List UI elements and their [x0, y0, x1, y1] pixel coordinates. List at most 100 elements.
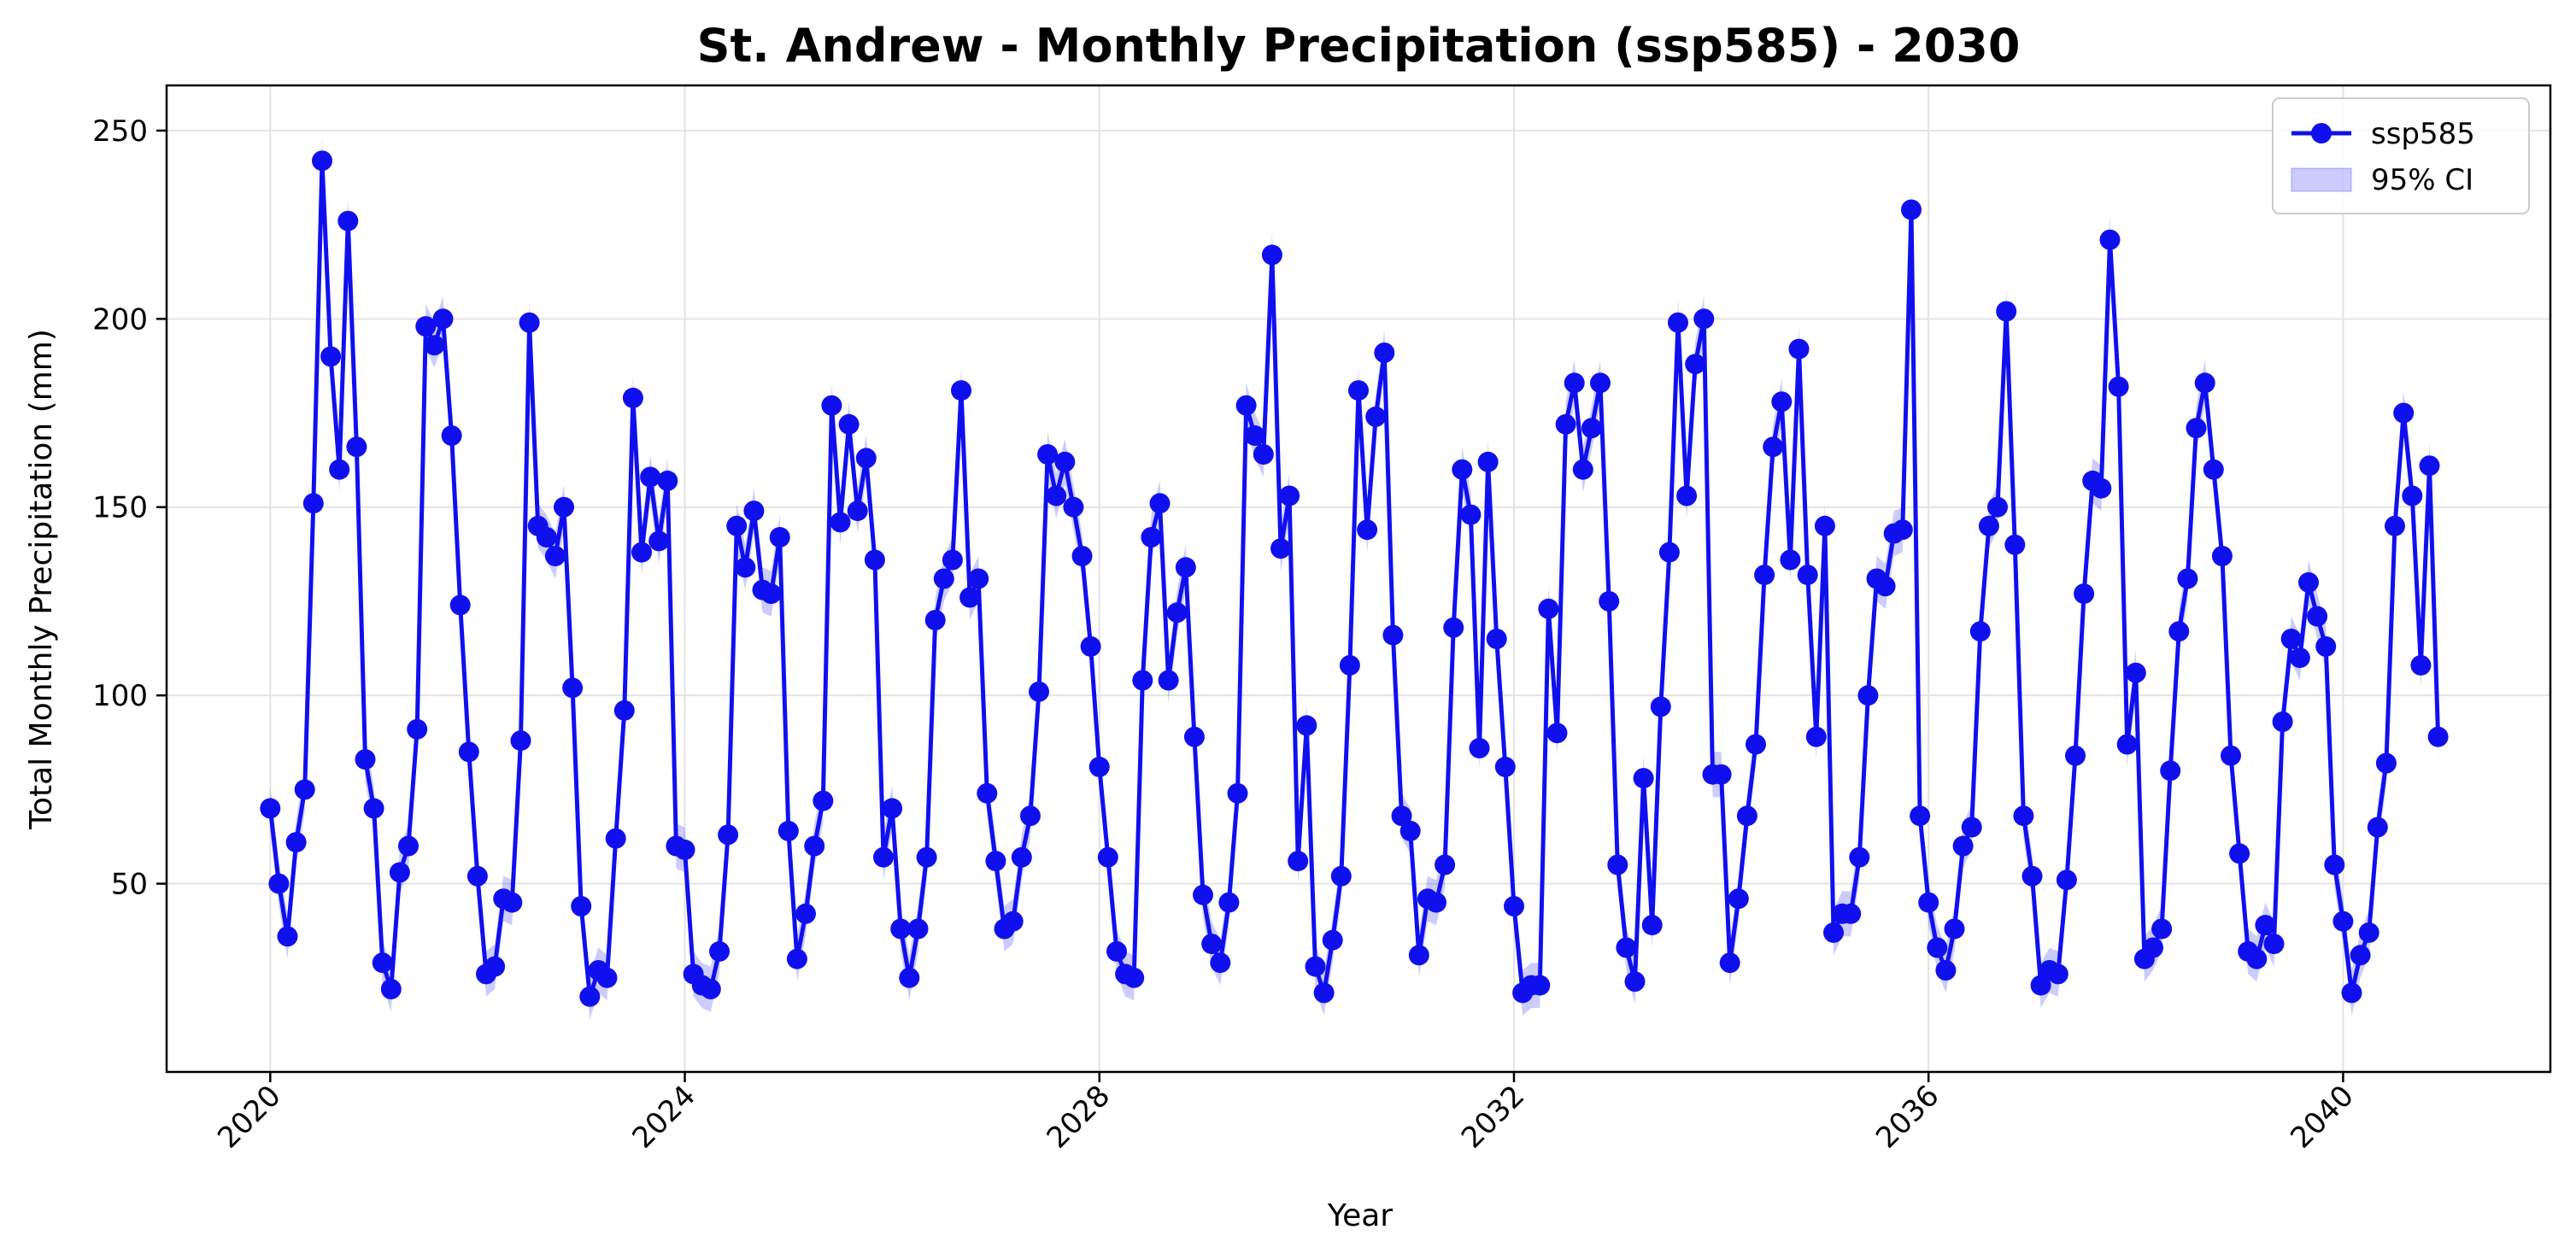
- data-point: [510, 730, 531, 752]
- data-point: [1452, 459, 1473, 480]
- data-point: [536, 527, 557, 548]
- data-point: [1443, 617, 1464, 638]
- data-point: [959, 587, 981, 608]
- data-point: [1399, 820, 1421, 841]
- data-point: [1183, 726, 1205, 747]
- data-point: [571, 896, 592, 916]
- data-point: [2367, 817, 2388, 838]
- data-point: [329, 459, 350, 480]
- data-point: [1201, 934, 1223, 955]
- data-point: [985, 851, 1006, 872]
- data-point: [294, 779, 315, 800]
- data-point: [407, 718, 428, 740]
- data-point: [977, 782, 998, 804]
- data-point: [2315, 635, 2337, 657]
- data-point: [631, 542, 652, 563]
- data-point: [260, 798, 281, 819]
- data-point: [855, 448, 877, 469]
- data-point: [554, 496, 574, 518]
- data-point: [1668, 312, 1688, 333]
- data-point: [2280, 629, 2302, 649]
- data-point: [2013, 805, 2034, 827]
- data-point: [1875, 576, 1896, 597]
- data-point: [415, 316, 437, 337]
- data-point: [1944, 918, 1965, 940]
- data-point: [2108, 376, 2129, 397]
- data-point: [2332, 911, 2354, 932]
- data-point: [1599, 591, 1620, 612]
- data-point: [1788, 338, 1810, 360]
- data-point: [355, 749, 376, 770]
- data-point: [890, 918, 912, 940]
- data-point: [882, 798, 903, 819]
- data-point: [1426, 892, 1446, 913]
- data-point: [2427, 726, 2449, 747]
- legend-band-label: 95% CI: [2371, 163, 2473, 197]
- data-point: [924, 610, 946, 630]
- data-point: [2229, 843, 2250, 864]
- data-point: [1494, 756, 1516, 777]
- data-point: [1996, 301, 2017, 322]
- data-point: [2385, 515, 2405, 536]
- data-point: [1357, 519, 1378, 541]
- data-point: [337, 210, 359, 231]
- plot-frame: [165, 84, 2552, 1074]
- data-point: [933, 568, 954, 589]
- data-point: [2341, 982, 2362, 1004]
- data-point: [1581, 418, 1602, 439]
- data-point: [1797, 565, 1818, 586]
- series-line: [267, 158, 2441, 999]
- legend: ssp585 95% CI: [2272, 97, 2530, 214]
- data-point: [1771, 391, 1793, 413]
- data-point: [1011, 846, 1032, 868]
- data-point: [2091, 477, 2112, 499]
- data-point: [1504, 896, 1524, 916]
- data-point: [916, 846, 937, 868]
- data-point: [2056, 870, 2077, 891]
- data-point: [1624, 971, 1646, 993]
- data-point: [1736, 805, 1757, 827]
- data-point: [1987, 496, 2008, 518]
- data-point: [2246, 948, 2268, 969]
- data-point: [1193, 884, 1213, 905]
- data-point: [544, 546, 566, 566]
- data-point: [346, 436, 367, 458]
- data-point: [1754, 565, 1775, 586]
- data-point: [2160, 760, 2181, 782]
- data-point: [640, 466, 661, 488]
- legend-box: [2272, 97, 2530, 214]
- data-point: [899, 967, 920, 988]
- data-point: [2203, 459, 2224, 480]
- data-point: [605, 828, 626, 849]
- data-point: [2375, 752, 2397, 774]
- data-point: [1365, 406, 1387, 427]
- data-point: [2402, 485, 2423, 507]
- data-point: [1348, 380, 1369, 401]
- y-axis-label: Total Monthly Precipitation (mm): [24, 329, 59, 830]
- data-point: [2272, 711, 2293, 732]
- data-point: [320, 346, 342, 367]
- data-point: [2065, 745, 2086, 766]
- data-point: [1633, 768, 1654, 789]
- data-point: [380, 979, 402, 999]
- data-point: [1910, 805, 1931, 827]
- data-point: [441, 425, 462, 446]
- data-point: [2350, 945, 2371, 966]
- data-point: [1210, 952, 1231, 974]
- series-line-layer: [267, 158, 2441, 999]
- data-point: [2419, 455, 2440, 477]
- data-point: [864, 549, 885, 571]
- data-point: [1253, 444, 1274, 465]
- data-point: [1175, 557, 1196, 578]
- data-point: [1650, 696, 1671, 717]
- data-point: [2393, 402, 2415, 424]
- chart-title: St. Andrew - Monthly Precipitation (ssp5…: [697, 19, 2021, 73]
- data-point: [1978, 515, 1999, 536]
- data-point: [769, 527, 790, 548]
- data-point: [1901, 199, 1922, 220]
- data-point: [1460, 504, 1482, 525]
- data-point: [1710, 764, 1732, 785]
- data-point: [777, 820, 799, 841]
- data-point: [1054, 451, 1076, 472]
